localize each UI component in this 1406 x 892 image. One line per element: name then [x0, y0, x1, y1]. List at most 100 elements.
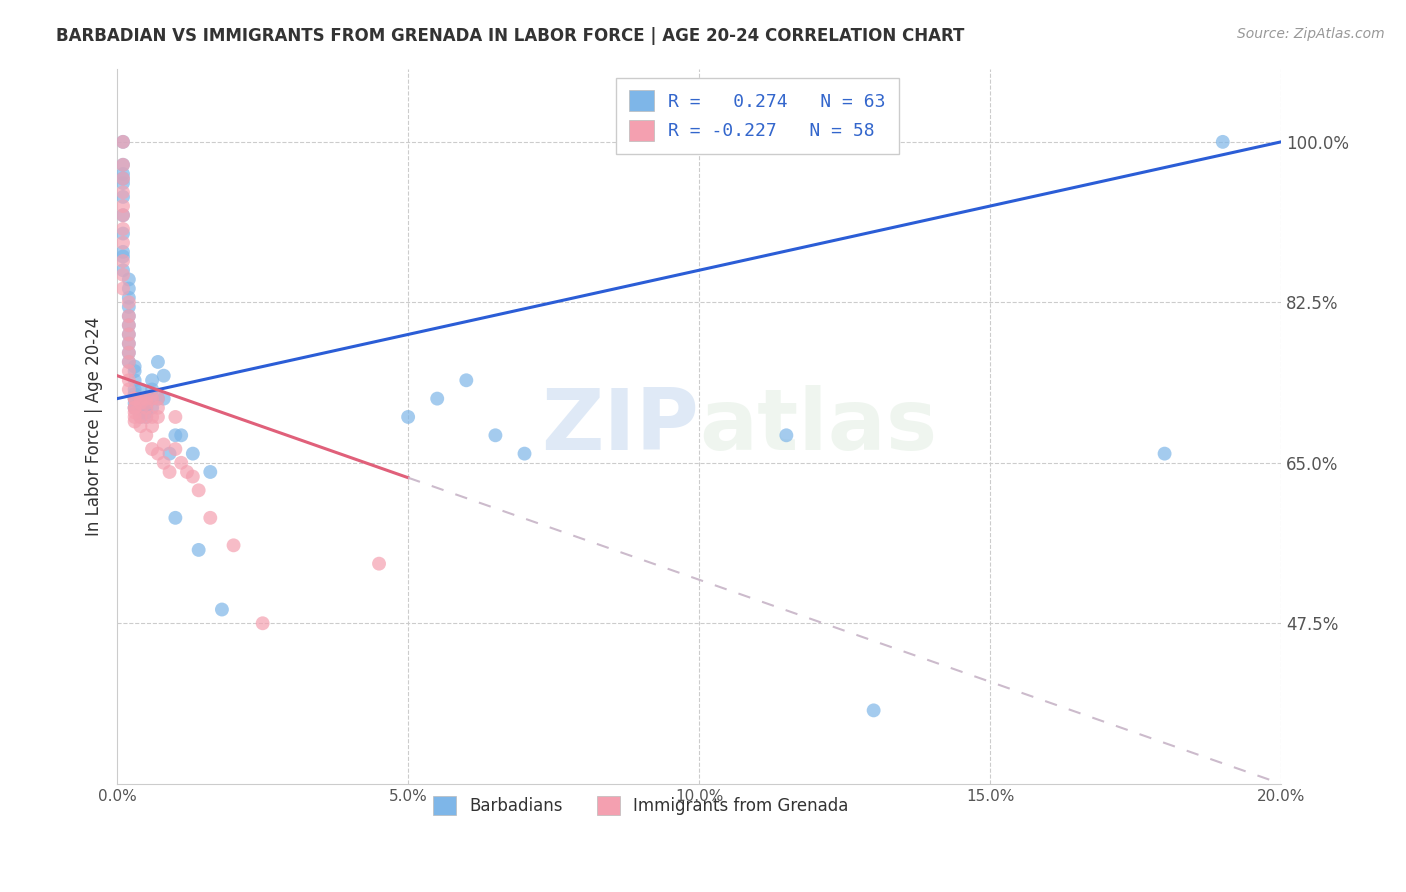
- Point: [124, 401, 146, 415]
- Point: [135, 392, 157, 406]
- Point: [118, 309, 141, 323]
- Point: [111, 167, 134, 181]
- Point: [159, 465, 181, 479]
- Point: [170, 456, 193, 470]
- Point: [111, 254, 134, 268]
- Point: [124, 409, 146, 424]
- Point: [165, 442, 187, 456]
- Point: [111, 171, 134, 186]
- Point: [124, 383, 146, 397]
- Point: [200, 465, 222, 479]
- Point: [1212, 135, 1234, 149]
- Point: [152, 456, 174, 470]
- Point: [129, 392, 152, 406]
- Point: [146, 392, 169, 406]
- Point: [200, 511, 222, 525]
- Point: [111, 208, 134, 222]
- Point: [170, 428, 193, 442]
- Point: [152, 437, 174, 451]
- Point: [222, 538, 245, 552]
- Point: [118, 318, 141, 333]
- Point: [775, 428, 797, 442]
- Point: [165, 409, 187, 424]
- Point: [146, 355, 169, 369]
- Point: [118, 300, 141, 314]
- Point: [118, 282, 141, 296]
- Point: [111, 186, 134, 200]
- Point: [118, 336, 141, 351]
- Point: [181, 447, 204, 461]
- Point: [1153, 447, 1175, 461]
- Point: [118, 327, 141, 342]
- Text: Source: ZipAtlas.com: Source: ZipAtlas.com: [1237, 27, 1385, 41]
- Point: [124, 415, 146, 429]
- Point: [118, 355, 141, 369]
- Point: [181, 469, 204, 483]
- Point: [135, 396, 157, 410]
- Point: [124, 401, 146, 415]
- Point: [135, 409, 157, 424]
- Point: [129, 392, 152, 406]
- Point: [152, 392, 174, 406]
- Point: [129, 405, 152, 419]
- Point: [111, 250, 134, 264]
- Point: [484, 428, 506, 442]
- Point: [124, 392, 146, 406]
- Point: [426, 392, 449, 406]
- Point: [111, 199, 134, 213]
- Point: [111, 135, 134, 149]
- Point: [118, 272, 141, 286]
- Point: [124, 364, 146, 378]
- Point: [396, 409, 419, 424]
- Point: [111, 158, 134, 172]
- Point: [141, 442, 163, 456]
- Point: [111, 176, 134, 190]
- Point: [111, 158, 134, 172]
- Point: [135, 409, 157, 424]
- Point: [118, 309, 141, 323]
- Point: [141, 392, 163, 406]
- Point: [124, 401, 146, 415]
- Point: [129, 419, 152, 434]
- Point: [513, 447, 536, 461]
- Point: [165, 428, 187, 442]
- Point: [862, 703, 884, 717]
- Point: [118, 291, 141, 305]
- Point: [141, 409, 163, 424]
- Point: [146, 447, 169, 461]
- Point: [111, 171, 134, 186]
- Point: [252, 616, 274, 631]
- Point: [118, 373, 141, 387]
- Point: [146, 401, 169, 415]
- Point: [141, 373, 163, 387]
- Point: [124, 359, 146, 374]
- Point: [111, 263, 134, 277]
- Point: [118, 345, 141, 359]
- Legend: Barbadians, Immigrants from Grenada: Barbadians, Immigrants from Grenada: [423, 786, 859, 825]
- Point: [118, 295, 141, 310]
- Point: [124, 405, 146, 419]
- Point: [118, 345, 141, 359]
- Point: [135, 401, 157, 415]
- Point: [111, 135, 134, 149]
- Point: [211, 602, 233, 616]
- Point: [187, 483, 209, 498]
- Point: [111, 208, 134, 222]
- Point: [111, 268, 134, 282]
- Text: BARBADIAN VS IMMIGRANTS FROM GRENADA IN LABOR FORCE | AGE 20-24 CORRELATION CHAR: BARBADIAN VS IMMIGRANTS FROM GRENADA IN …: [56, 27, 965, 45]
- Point: [124, 387, 146, 401]
- Point: [111, 222, 134, 236]
- Text: ZIP: ZIP: [541, 384, 699, 467]
- Point: [152, 368, 174, 383]
- Point: [111, 190, 134, 204]
- Point: [129, 383, 152, 397]
- Point: [368, 557, 391, 571]
- Text: atlas: atlas: [699, 384, 938, 467]
- Point: [124, 396, 146, 410]
- Point: [165, 511, 187, 525]
- Point: [118, 327, 141, 342]
- Point: [118, 355, 141, 369]
- Point: [176, 465, 198, 479]
- Point: [111, 235, 134, 250]
- Point: [118, 364, 141, 378]
